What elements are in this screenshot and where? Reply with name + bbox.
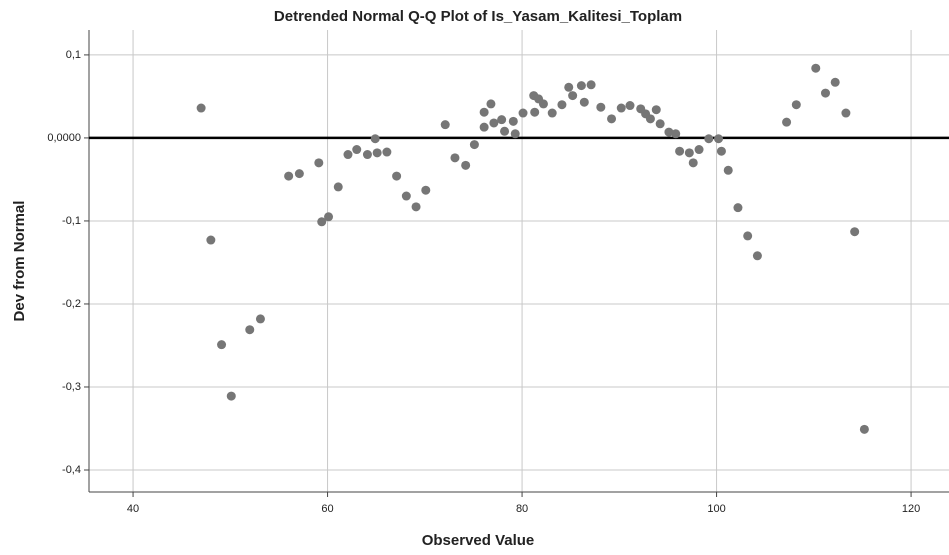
point	[782, 117, 792, 127]
point	[743, 231, 753, 241]
point	[510, 129, 520, 139]
x-tick-label: 80	[516, 503, 528, 515]
x-tick-label: 40	[127, 503, 139, 515]
point	[343, 150, 353, 160]
point	[791, 100, 801, 110]
point	[586, 80, 596, 90]
point	[655, 119, 665, 129]
point	[579, 97, 589, 107]
y-tick-label: 0,1	[66, 49, 81, 61]
point	[830, 77, 840, 87]
point	[859, 424, 869, 434]
x-tick-label: 100	[707, 503, 725, 515]
point	[716, 146, 726, 156]
y-axis-title: Dev from Normal	[11, 201, 28, 322]
point	[576, 81, 586, 91]
y-tick-label: 0,0000	[47, 132, 81, 144]
point	[284, 171, 294, 181]
point	[723, 165, 733, 175]
point	[411, 202, 421, 212]
point	[508, 116, 518, 126]
point	[217, 340, 227, 350]
point	[500, 126, 510, 136]
point	[547, 108, 557, 118]
point	[317, 217, 327, 227]
point	[675, 146, 685, 156]
point	[294, 169, 304, 179]
x-tick-label: 120	[902, 503, 920, 515]
point	[704, 134, 714, 144]
point	[245, 325, 255, 335]
x-axis-title: Observed Value	[422, 532, 535, 549]
point	[497, 115, 507, 125]
point	[518, 108, 528, 118]
point	[370, 134, 380, 144]
point	[694, 145, 704, 155]
point	[401, 191, 411, 201]
point	[568, 91, 578, 101]
point	[372, 148, 382, 158]
point	[752, 251, 762, 261]
point	[538, 99, 548, 109]
point	[671, 129, 681, 139]
point	[440, 120, 450, 130]
point	[206, 235, 216, 245]
point	[616, 103, 626, 113]
point	[421, 185, 431, 195]
point	[645, 114, 655, 124]
point	[625, 101, 635, 111]
point	[489, 118, 499, 128]
point	[733, 203, 743, 213]
y-tick-label: -0,3	[62, 381, 81, 393]
point	[324, 212, 334, 222]
point	[196, 103, 206, 113]
y-tick-label: -0,2	[62, 298, 81, 310]
point	[314, 158, 324, 168]
point	[664, 127, 674, 137]
point	[596, 102, 606, 112]
y-tick-label: -0,1	[62, 215, 81, 227]
point	[333, 182, 343, 192]
point	[486, 99, 496, 109]
point	[382, 147, 392, 157]
point	[226, 391, 236, 401]
point	[651, 105, 661, 115]
point	[557, 100, 567, 110]
point	[684, 148, 694, 158]
point	[841, 108, 851, 118]
point	[530, 107, 540, 117]
point	[461, 160, 471, 170]
point	[255, 314, 265, 324]
chart-title: Detrended Normal Q-Q Plot of Is_Yasam_Ka…	[274, 8, 682, 25]
point	[688, 158, 698, 168]
point	[479, 122, 489, 132]
point	[820, 88, 830, 98]
point	[352, 145, 362, 155]
point	[607, 114, 617, 124]
y-tick-label: -0,4	[62, 464, 81, 476]
point	[714, 134, 724, 144]
point	[392, 171, 402, 181]
point	[469, 140, 479, 150]
point	[564, 82, 574, 92]
point	[450, 153, 460, 163]
point	[362, 150, 372, 160]
point	[479, 107, 489, 117]
point	[811, 63, 821, 73]
x-tick-label: 60	[321, 503, 333, 515]
point	[850, 227, 860, 237]
